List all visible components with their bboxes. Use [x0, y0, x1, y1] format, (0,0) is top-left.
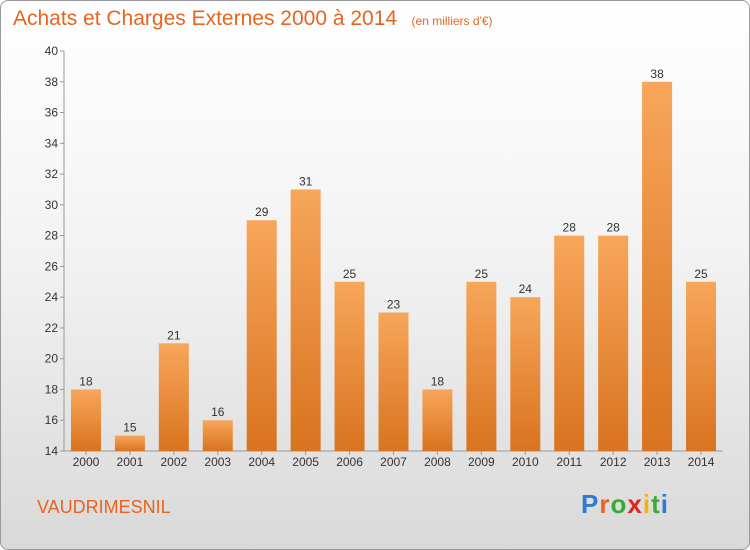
y-tick-label: 26 — [45, 259, 59, 273]
bar-2002 — [158, 343, 189, 451]
y-tick-label: 14 — [45, 444, 59, 458]
logo-letter: P — [581, 489, 600, 519]
x-tick-label: 2001 — [117, 455, 144, 469]
x-tick-label: 2002 — [160, 455, 187, 469]
logo-letter: t — [651, 489, 661, 519]
data-label: 38 — [650, 67, 664, 81]
y-tick-label: 24 — [45, 290, 59, 304]
x-tick-label: 2010 — [512, 455, 539, 469]
x-tick-label: 2009 — [468, 455, 495, 469]
logo-letter: r — [599, 489, 611, 519]
x-tick-label: 2014 — [688, 455, 715, 469]
x-tick-label: 2007 — [380, 455, 407, 469]
chart-bars — [70, 81, 717, 452]
bar-2010 — [510, 297, 541, 451]
data-label: 18 — [79, 374, 93, 388]
x-tick-label: 2003 — [204, 455, 231, 469]
y-tick-label: 38 — [45, 75, 59, 89]
bar-2014 — [686, 281, 717, 451]
bar-2001 — [114, 435, 145, 451]
bar-2012 — [598, 235, 629, 451]
y-tick-label: 22 — [45, 321, 59, 335]
x-tick-label: 2013 — [644, 455, 671, 469]
bar-2013 — [642, 81, 673, 452]
chart-unit-note: (en milliers d'€) — [411, 14, 493, 28]
bar-2005 — [290, 189, 321, 451]
commune-name: VAUDRIMESNIL — [37, 497, 171, 517]
x-tick-label: 2011 — [556, 455, 582, 469]
bar-2008 — [422, 389, 453, 451]
bar-2009 — [466, 281, 497, 451]
bar-2006 — [334, 281, 365, 451]
chart-data-labels: 18 15 21 16 29 31 25 23 18 25 24 28 28 38 25 — [79, 67, 708, 435]
proxiti-logo: Proxiti — [581, 489, 669, 520]
y-tick-label: 28 — [45, 229, 59, 243]
chart-title-row: Achats et Charges Externes 2000 à 2014 (… — [13, 7, 493, 31]
data-label: 25 — [475, 267, 489, 281]
bar-2011 — [554, 235, 585, 451]
x-tick-label: 2006 — [336, 455, 363, 469]
data-label: 29 — [255, 205, 269, 219]
data-label: 24 — [519, 282, 533, 296]
y-tick-label: 32 — [45, 167, 59, 181]
data-label: 31 — [299, 174, 313, 188]
chart-title: Achats et Charges Externes 2000 à 2014 — [13, 7, 398, 30]
logo-letter: i — [660, 489, 669, 519]
data-label: 16 — [211, 405, 225, 419]
y-tick-label: 30 — [45, 198, 59, 212]
data-label: 28 — [563, 221, 577, 235]
data-label: 18 — [431, 374, 445, 388]
bar-2004 — [246, 220, 277, 451]
x-tick-label: 2005 — [292, 455, 319, 469]
x-tick-label: 2000 — [73, 455, 100, 469]
bar-2003 — [202, 420, 233, 451]
x-tick-label: 2004 — [248, 455, 275, 469]
logo-letter: x — [627, 489, 643, 519]
y-tick-label: 16 — [45, 413, 59, 427]
data-label: 15 — [123, 421, 137, 435]
data-label: 25 — [343, 267, 357, 281]
data-label: 28 — [606, 221, 620, 235]
y-tick-label: 18 — [45, 382, 59, 396]
logo-letter: i — [642, 489, 652, 519]
data-label: 23 — [387, 298, 401, 312]
data-label: 21 — [167, 328, 181, 342]
y-tick-label: 34 — [45, 136, 59, 150]
y-tick-label: 20 — [45, 352, 59, 366]
y-tick-label: 36 — [45, 106, 59, 120]
x-tick-label: 2008 — [424, 455, 451, 469]
bar-2000 — [70, 389, 101, 451]
x-tick-label: 2012 — [600, 455, 627, 469]
logo-letter: o — [610, 489, 628, 519]
y-tick-label: 40 — [45, 44, 59, 58]
bar-2007 — [378, 312, 409, 451]
data-label: 25 — [694, 267, 708, 281]
